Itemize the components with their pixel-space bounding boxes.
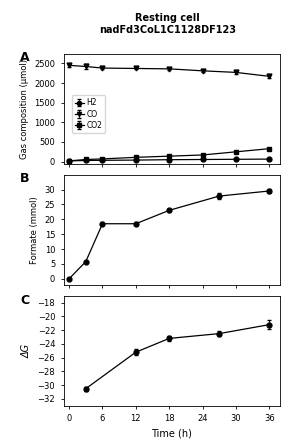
Text: B: B [20,173,30,186]
X-axis label: Time (h): Time (h) [151,429,192,439]
Text: C: C [20,293,29,306]
Y-axis label: Gas composition (μmol): Gas composition (μmol) [20,58,29,159]
Y-axis label: Formate (mmol): Formate (mmol) [30,196,39,264]
Text: Resting cell
nadFd3CoL1C1128DF123: Resting cell nadFd3CoL1C1128DF123 [99,13,236,35]
Legend: H2, CO, CO2: H2, CO, CO2 [72,95,105,133]
Y-axis label: ΔG: ΔG [22,344,32,358]
Text: A: A [20,51,30,64]
